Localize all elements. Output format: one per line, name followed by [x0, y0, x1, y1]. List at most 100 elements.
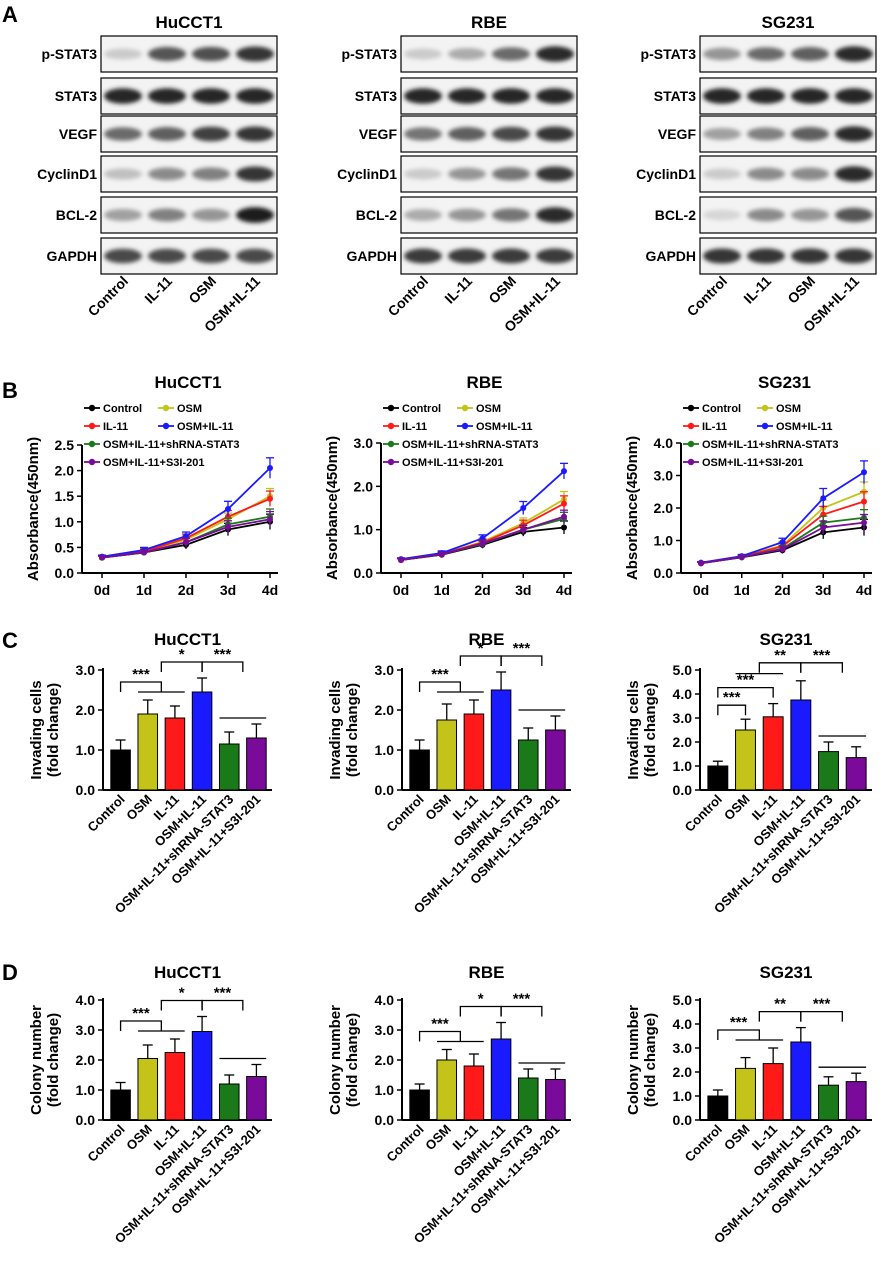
legend-marker [387, 404, 395, 412]
bar [137, 713, 159, 791]
line-chart-HuCCT1: HuCCT1 0.0 0.5 1.0 1.5 2.0 2.5 0d 1d 2d 3d 4d Absorb… [25, 373, 278, 598]
protein-label: p-STAT3 [641, 46, 697, 62]
significance-label: * [179, 985, 185, 1002]
blot-band [148, 88, 186, 104]
y-tick-label: 2.0 [654, 500, 674, 516]
series-line [700, 500, 865, 565]
significance-bracket [119, 1020, 162, 1031]
blot-band [448, 127, 486, 141]
blot-band [192, 88, 230, 104]
data-point [779, 546, 786, 553]
blot-band [104, 168, 142, 180]
protein-label: CyclinD1 [636, 166, 696, 182]
chart-title: HuCCT1 [154, 963, 221, 982]
significance-bracket [160, 661, 203, 672]
blot-band [448, 167, 486, 181]
y-tick-label: 3.0 [76, 1022, 96, 1038]
significance-bracket [459, 655, 502, 666]
blot-band [236, 88, 274, 104]
y-tick-label: 3.0 [76, 662, 96, 678]
category-label: Control [682, 1122, 725, 1165]
significance-label: *** [723, 689, 741, 706]
legend-marker [88, 440, 96, 448]
blot-band [104, 127, 142, 141]
legend-label: OSM+IL-11+shRNA-STAT3 [702, 439, 839, 451]
y-tick-label: 0.0 [76, 1112, 96, 1128]
y-tick-label: 2.0 [76, 702, 96, 718]
significance-label: *** [214, 985, 232, 1002]
blot-band [192, 126, 230, 142]
protein-label: CyclinD1 [37, 166, 97, 182]
blot-band [148, 46, 186, 62]
blot-band [192, 248, 230, 264]
data-point [520, 526, 527, 533]
data-point [861, 469, 867, 476]
significance-bracket [418, 1030, 461, 1042]
x-tick-label: 2d [178, 582, 194, 598]
bar [517, 1077, 539, 1121]
y-tick-label: 4.0 [76, 992, 96, 1008]
y-axis-label-line1: Invading cells [625, 680, 642, 779]
significance-label: ** [774, 996, 786, 1013]
blot-HuCCT1: HuCCT1 p-STAT3 STAT3 VEGF CyclinD1 BCL-2 GAPDH… [37, 13, 278, 335]
bar [735, 1067, 756, 1121]
x-tick-label: 3d [220, 582, 236, 598]
y-axis-label-line2: (fold change) [344, 1013, 361, 1107]
significance-bracket [500, 655, 543, 666]
y-axis-label: Absorbance(450nm) [25, 437, 42, 581]
bar [845, 757, 867, 791]
category-label: OSM [422, 1122, 454, 1154]
chart-title: HuCCT1 [154, 373, 221, 392]
blot-band [835, 126, 873, 142]
significance-label: *** [214, 646, 232, 663]
bar [137, 1058, 159, 1121]
legend-marker [687, 458, 695, 466]
blot-band [404, 168, 442, 180]
bar-chart-D-RBE: RBE 0.0 1.0 2.0 3.0 4.0 Colony number (fold cha… [327, 963, 571, 1246]
legend-label: OSM+IL-11+S3I-201 [103, 457, 205, 469]
bar [191, 1031, 213, 1121]
blot-band [104, 248, 142, 264]
significance-label: ** [774, 647, 786, 664]
y-tick-label: 2.0 [375, 702, 395, 718]
blot-band [448, 88, 486, 104]
data-point [698, 560, 704, 567]
significance-label: *** [513, 991, 531, 1008]
data-point [225, 506, 231, 512]
protein-label: VEGF [359, 126, 398, 142]
y-tick-label: 0.0 [375, 1112, 395, 1128]
y-tick-label: 2.0 [55, 463, 75, 479]
blot-band [404, 48, 442, 60]
data-point [267, 516, 273, 523]
blot-band [148, 127, 186, 141]
y-tick-label: 2.0 [673, 1064, 693, 1080]
legend-label: OSM+IL-11+shRNA-STAT3 [103, 439, 240, 451]
protein-label: p-STAT3 [342, 46, 398, 62]
data-point [267, 465, 273, 472]
bar [790, 1041, 812, 1121]
chart-title: SG231 [760, 630, 813, 649]
blot-band [448, 248, 486, 264]
lane-label: OSM [784, 273, 818, 307]
protein-label: BCL-2 [56, 207, 97, 223]
legend-marker [461, 404, 469, 412]
y-tick-label: 3.0 [375, 1022, 395, 1038]
legend-label: IL-11 [702, 421, 727, 433]
significance-bracket [758, 1010, 802, 1022]
significance-label: *** [737, 672, 755, 689]
blot-band [703, 127, 741, 141]
blot-band [536, 88, 574, 104]
data-point [779, 539, 786, 546]
lane-label: Control [85, 273, 132, 320]
data-point [141, 549, 147, 556]
legend-marker [761, 404, 769, 412]
protein-label: STAT3 [355, 88, 397, 104]
bar [164, 717, 186, 791]
blot-band [703, 88, 741, 104]
y-tick-label: 0.0 [55, 565, 75, 581]
category-label: OSM [721, 1122, 753, 1154]
bar [762, 716, 784, 791]
blot-band [448, 208, 486, 222]
data-point [561, 468, 567, 475]
data-point [820, 495, 827, 502]
